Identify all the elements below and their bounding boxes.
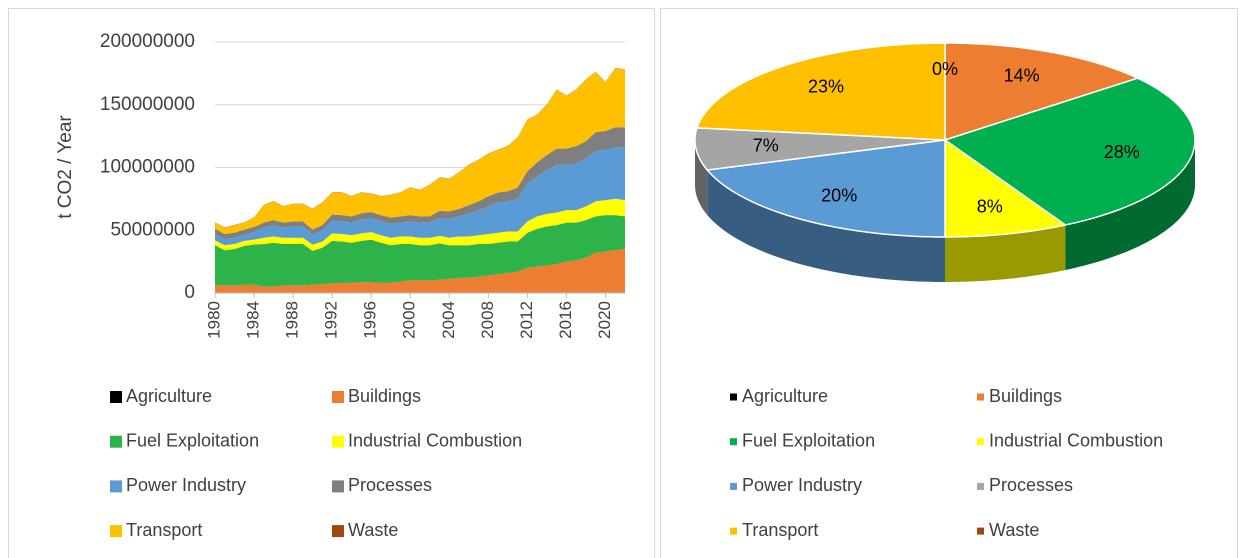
legend-label: Buildings: [348, 386, 421, 406]
legend-label: Processes: [348, 475, 432, 495]
pie-slice: [943, 77, 1196, 226]
x-tick-label: 1996: [361, 301, 380, 339]
legend-swatch: [977, 393, 984, 401]
data-label: 14%: [1004, 66, 1040, 86]
legend-swatch: [332, 435, 344, 448]
data-label: 28%: [1104, 142, 1140, 162]
legend-swatch: [332, 391, 344, 403]
x-tick-label: 2008: [478, 301, 497, 339]
area-series: [215, 147, 625, 246]
legend-swatch: [110, 435, 122, 448]
x-tick-label: 2012: [517, 301, 536, 339]
legend-label: Industrial Combustion: [348, 430, 522, 450]
pie-side: [945, 225, 1066, 282]
legend-swatch: [977, 438, 984, 446]
legend-label: Waste: [348, 520, 398, 540]
x-tick-label: 1984: [244, 301, 263, 339]
legend-swatch: [332, 525, 344, 538]
legend-label: Industrial Combustion: [989, 430, 1163, 450]
data-label: 20%: [821, 185, 857, 205]
x-tick-label: 1992: [322, 301, 341, 339]
legend-label: Processes: [989, 475, 1073, 495]
legend-swatch: [730, 393, 737, 401]
x-tick-label: 1980: [204, 301, 223, 339]
x-tick-label: 1988: [283, 301, 302, 339]
pie-slice: [944, 42, 1140, 142]
right-panel-border: [660, 8, 1238, 558]
left-panel-border: [8, 8, 655, 558]
area-series: [215, 215, 625, 287]
legend-label: Power Industry: [742, 475, 862, 495]
pie-slice: [695, 42, 946, 141]
legend-label: Agriculture: [742, 386, 828, 406]
data-label: 7%: [753, 135, 779, 155]
x-tick-label: 2020: [595, 301, 614, 339]
legend-label: Power Industry: [126, 475, 246, 495]
legend-label: Fuel Exploitation: [126, 430, 259, 450]
x-tick-label: 2000: [400, 301, 419, 339]
pie-slice: [705, 139, 946, 238]
legend-swatch: [110, 391, 122, 403]
legend-label: Agriculture: [126, 386, 212, 406]
y-tick-label: 0: [184, 282, 195, 303]
legend-swatch: [332, 480, 344, 493]
y-tick-label: 200000000: [100, 31, 195, 52]
data-label: 23%: [808, 76, 844, 96]
area-series: [215, 198, 625, 251]
legend-label: Buildings: [989, 386, 1062, 406]
y-tick-label: 50000000: [110, 219, 195, 240]
area-series: [215, 68, 625, 234]
legend-label: Transport: [742, 520, 818, 540]
legend-swatch: [730, 527, 737, 535]
legend-swatch: [110, 480, 122, 493]
data-label: 8%: [977, 196, 1003, 216]
area-series: [215, 127, 625, 239]
x-tick-label: 2016: [556, 301, 575, 339]
pie-slice: [694, 127, 946, 171]
legend-label: Fuel Exploitation: [742, 430, 875, 450]
legend-swatch: [110, 525, 122, 538]
legend-swatch: [730, 482, 737, 490]
pie-side: [695, 140, 708, 215]
legend-swatch: [977, 527, 984, 535]
y-axis-label: t CO2 / Year: [55, 115, 76, 219]
legend-swatch: [977, 482, 984, 490]
legend-label: Waste: [989, 520, 1039, 540]
y-tick-label: 100000000: [100, 157, 195, 178]
y-tick-label: 150000000: [100, 94, 195, 115]
area-series: [215, 249, 625, 293]
x-tick-label: 2004: [439, 301, 458, 339]
pie-slice: [944, 138, 1068, 238]
pie-side: [1065, 140, 1195, 271]
legend-label: Transport: [126, 520, 202, 540]
data-label: 0%: [932, 59, 958, 79]
legend-swatch: [730, 438, 737, 446]
